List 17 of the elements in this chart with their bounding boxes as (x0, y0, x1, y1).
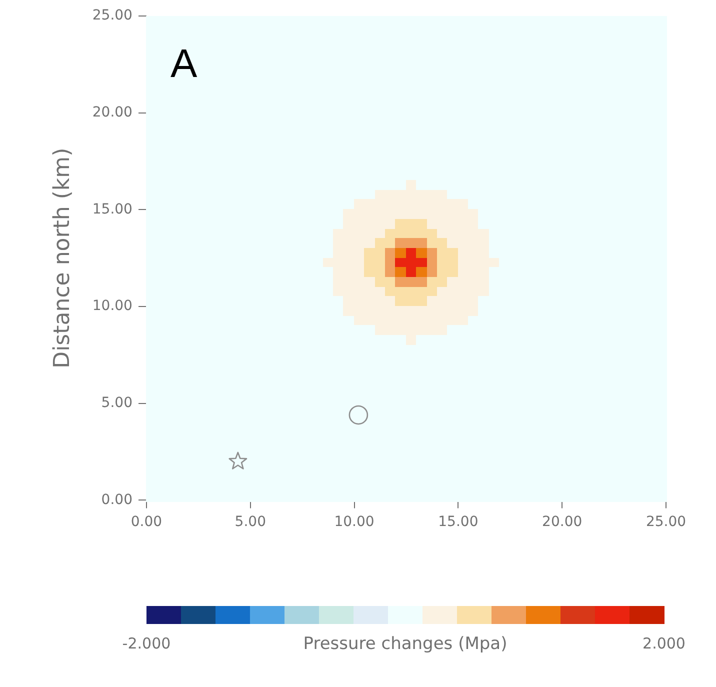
y-tick-label: 10.00 (92, 298, 132, 314)
y-tick-label: 20.00 (92, 104, 132, 120)
x-tick-label: 0.00 (130, 514, 162, 530)
x-tick-label: 20.00 (542, 514, 582, 530)
color-bar-title: Pressure changes (Mpa) (303, 634, 508, 654)
y-tick-label: 5.00 (101, 395, 132, 411)
annotation: A (170, 42, 198, 86)
x-tick-label: 10.00 (334, 514, 374, 530)
color-bar-label: -2.000 (122, 634, 171, 652)
y-axis-title: Distance north (km) (50, 148, 75, 368)
color-bar-label: 2.000 (642, 634, 686, 652)
x-tick-label: 25.00 (646, 514, 686, 530)
y-tick-label: 0.00 (101, 492, 132, 508)
x-tick-label: 5.00 (234, 514, 266, 530)
x-tick-label: 15.00 (438, 514, 478, 530)
y-tick-label: 25.00 (92, 8, 132, 24)
y-tick-label: 15.00 (92, 201, 132, 218)
